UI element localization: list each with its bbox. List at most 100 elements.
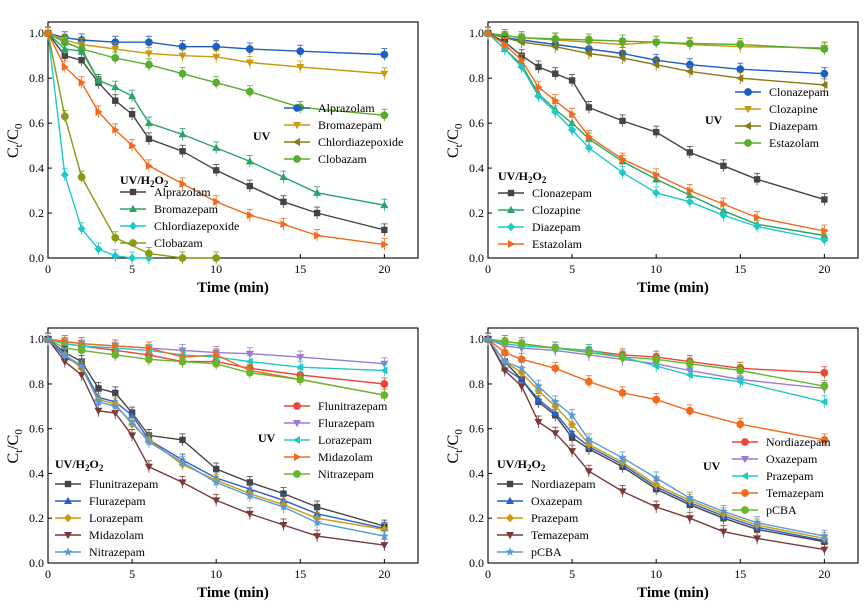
- legend-uv-entry: Clozapine: [769, 102, 818, 116]
- x-tick-label: 15: [734, 567, 746, 581]
- legend-uvh2o2-heading: UV/H2O2: [120, 173, 169, 189]
- data-point: [820, 546, 829, 554]
- data-point: [245, 59, 254, 67]
- data-point: [753, 535, 762, 543]
- data-point: [653, 170, 661, 179]
- data-point: [178, 457, 187, 467]
- y-tick-label: 1.0: [29, 26, 44, 40]
- y-tick-label: 0.4: [29, 161, 44, 175]
- x-axis-label: Time (min): [637, 280, 709, 296]
- data-point: [686, 149, 694, 156]
- legend-marker: [744, 88, 752, 96]
- data-point: [77, 47, 86, 55]
- data-point: [212, 143, 221, 151]
- data-point: [535, 63, 542, 71]
- data-point: [145, 249, 153, 258]
- data-point: [112, 341, 120, 350]
- data-point: [245, 350, 254, 358]
- data-point: [585, 104, 593, 111]
- data-point: [534, 381, 543, 390]
- x-tick-label: 5: [129, 567, 135, 581]
- data-point: [517, 363, 527, 373]
- data-point: [652, 128, 660, 136]
- legend-uv-entry: Chlordiazepoxide: [318, 135, 403, 149]
- data-point: [245, 368, 254, 377]
- legend-marker: [740, 472, 748, 480]
- legend-uvh2o2-entry: Lorazepam: [89, 511, 144, 525]
- data-point: [78, 78, 86, 87]
- data-point: [380, 525, 389, 534]
- legend-marker: [741, 506, 749, 514]
- data-point: [77, 173, 86, 181]
- data-point: [111, 82, 120, 91]
- data-point: [61, 337, 70, 346]
- data-point: [820, 45, 829, 53]
- data-point: [296, 47, 305, 56]
- data-point: [380, 380, 389, 388]
- data-point: [584, 143, 593, 153]
- data-point: [245, 157, 254, 165]
- data-point: [381, 240, 389, 249]
- data-point: [752, 518, 762, 527]
- y-tick-label: 0.2: [469, 206, 484, 220]
- series-uv-h2o2-nitrazepam: [43, 332, 389, 543]
- data-point: [551, 430, 560, 438]
- data-point: [178, 52, 187, 60]
- legend-uvh2o2-entry: Estazolam: [532, 237, 583, 251]
- legend-marker: [63, 547, 73, 556]
- y-axis-label: Ct/C0: [445, 429, 465, 464]
- data-point: [685, 515, 694, 523]
- data-point: [568, 420, 577, 429]
- data-point: [213, 197, 221, 206]
- series-line: [487, 338, 825, 403]
- data-point: [313, 209, 321, 217]
- legend-marker: [743, 122, 751, 130]
- data-point: [94, 244, 103, 254]
- chart-panel-1: 0 5 10 15 20 0.0 0.2 0.4 0.6 0.8 1.0 Time (min) Ct/C…: [5, 21, 419, 296]
- data-point: [60, 112, 69, 121]
- data-point: [652, 504, 661, 512]
- data-point: [381, 226, 388, 234]
- data-point: [280, 220, 288, 229]
- data-point: [178, 42, 187, 51]
- legend-marker: [506, 513, 514, 523]
- data-point: [568, 118, 577, 127]
- data-point: [380, 50, 389, 59]
- data-point: [551, 364, 560, 373]
- data-point: [380, 366, 388, 375]
- data-point: [245, 357, 253, 366]
- data-point: [296, 63, 305, 72]
- data-point: [736, 65, 745, 74]
- x-tick-label: 5: [129, 262, 135, 276]
- data-point: [500, 367, 509, 375]
- data-point: [736, 366, 745, 375]
- data-point: [618, 168, 627, 177]
- data-point: [618, 488, 627, 496]
- data-point: [111, 410, 120, 418]
- data-point: [112, 389, 119, 397]
- data-point: [551, 42, 559, 51]
- legend-marker: [508, 240, 516, 248]
- data-point: [178, 479, 187, 487]
- legend-uvh2o2-entry: Clobazam: [154, 236, 203, 250]
- data-point: [736, 74, 744, 83]
- data-point: [245, 87, 254, 96]
- data-point: [550, 397, 560, 406]
- data-point: [619, 155, 627, 164]
- x-tick-label: 15: [734, 262, 746, 276]
- legend-uvh2o2-entry: Flunitrazepam: [89, 477, 159, 491]
- legend-marker: [744, 139, 752, 147]
- data-point: [279, 521, 288, 530]
- legend-uv-entry: Diazepam: [769, 119, 818, 133]
- series-uv-h2o2-pcba: [483, 332, 829, 543]
- legend-uv-entry: Alprazolam: [318, 101, 375, 115]
- data-point: [719, 528, 728, 536]
- data-point: [517, 33, 526, 42]
- data-point: [619, 117, 626, 125]
- legend-marker: [741, 489, 749, 497]
- data-point: [820, 69, 829, 78]
- data-point: [568, 77, 576, 84]
- x-tick-label: 0: [485, 567, 491, 581]
- chart-panel-3: 0 5 10 15 20 0.0 0.2 0.4 0.6 0.8 1.0 Time (min) Ct/C…: [5, 327, 419, 601]
- legend-uv-entry: Estazolam: [769, 136, 820, 150]
